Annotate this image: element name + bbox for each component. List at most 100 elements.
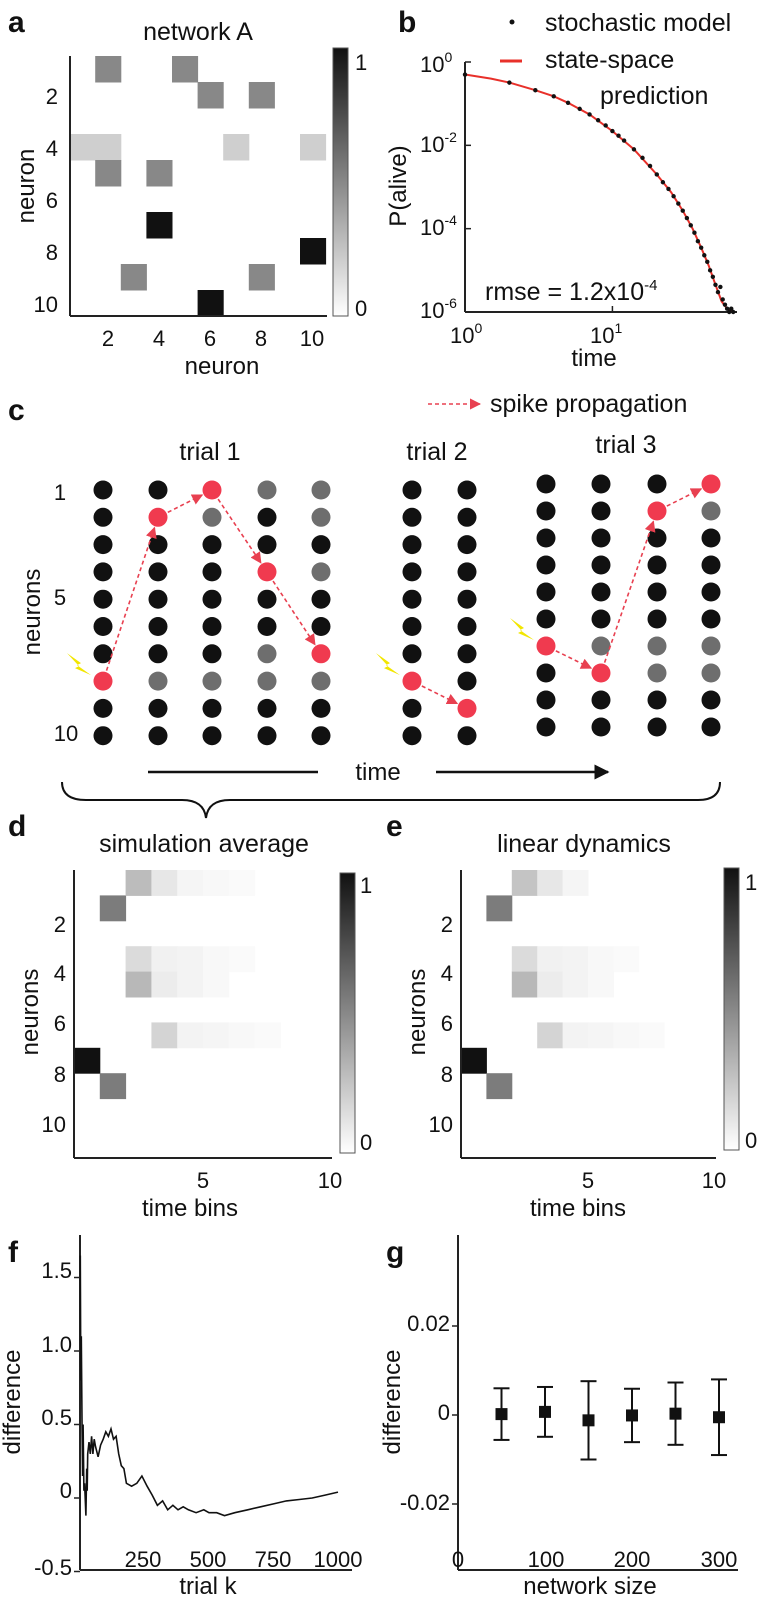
spike-propagation-arrow	[167, 494, 204, 514]
panel-g-plot	[452, 1325, 727, 1505]
neuron-idle	[457, 507, 477, 527]
panel-e-ytick: 6	[441, 1011, 453, 1036]
neuron-idle	[148, 726, 168, 746]
heatmap-cell	[99, 1073, 127, 1100]
panel-b-ylabel: P(alive)	[385, 145, 412, 226]
panel-f-xtick: 750	[255, 1547, 292, 1572]
neuron-idle	[536, 717, 556, 737]
panel-b-xtick: 100	[450, 320, 482, 348]
spike-propagation-arrow	[666, 488, 703, 507]
legend-point-marker	[509, 19, 515, 25]
panel-e-xticks: 5 10	[582, 1168, 726, 1193]
heatmap-cell	[177, 1022, 204, 1049]
panel-b-yticks: 100 10-2 10-4 10-6	[420, 49, 457, 323]
neuron-idle	[148, 589, 168, 609]
panel-c-raster	[67, 474, 721, 746]
neuron-idle	[591, 690, 611, 710]
stochastic-model-point	[666, 186, 671, 192]
stochastic-model-point	[610, 128, 615, 134]
spike-propagation-arrow	[421, 685, 459, 705]
panel-label-a: a	[8, 6, 25, 39]
stimulus-bolt-icon	[510, 618, 534, 640]
panel-g-xtick: 0	[452, 1547, 464, 1572]
heatmap-cell	[613, 1022, 640, 1049]
spike-propagation-arrow	[603, 520, 656, 663]
panel-d-xticks: 5 10	[197, 1168, 342, 1193]
heatmap-cell	[125, 870, 152, 896]
neuron-idle	[536, 690, 556, 710]
neuron-idle	[536, 528, 556, 548]
neuron-refractory	[257, 671, 277, 691]
heatmap-cell	[95, 134, 122, 161]
legend-state-space: state-space	[545, 46, 674, 74]
neuron-refractory	[311, 480, 331, 500]
heatmap-cell	[228, 1022, 256, 1049]
heatmap-cell	[511, 870, 538, 896]
heatmap-cell	[486, 1073, 513, 1100]
panel-g-xlabel: network size	[523, 1573, 656, 1600]
panel-label-e: e	[386, 810, 403, 843]
neuron-spiking	[311, 644, 331, 664]
neuron-idle	[202, 617, 222, 636]
panel-g-ytick: -0.02	[400, 1490, 450, 1515]
stochastic-model-point	[720, 297, 725, 302]
panel-b-xticks: 100 101	[450, 320, 622, 348]
stochastic-model-point	[702, 253, 707, 258]
stochastic-model-point	[587, 112, 592, 117]
neuron-idle	[311, 589, 331, 609]
panel-b-ytick: 100	[420, 49, 452, 77]
neuron-spiking	[647, 501, 667, 521]
panel-a-xtick: 6	[204, 326, 216, 351]
panel-e-ytick: 4	[441, 961, 453, 986]
panel-a-heatmap	[69, 56, 327, 317]
panel-a-colorbar-min: 0	[355, 296, 367, 321]
panel-f-xlabel: trial k	[179, 1573, 237, 1600]
panel-g-xticks: 0 100 200 300	[452, 1547, 737, 1572]
panel-f-yticks: 1.5 1.0 0.5 0 -0.5	[34, 1258, 72, 1580]
panel-d-ytick: 2	[54, 912, 66, 937]
heatmap-cell	[248, 264, 275, 291]
stochastic-model-point	[698, 245, 704, 250]
heatmap-cell	[537, 870, 564, 896]
stochastic-model-point	[688, 223, 693, 228]
neuron-idle	[647, 555, 667, 575]
stochastic-model-point	[577, 106, 582, 112]
heatmap-cell	[203, 946, 230, 973]
neuron-idle	[93, 644, 113, 664]
mean-marker	[669, 1407, 682, 1420]
panel-g-ylabel: difference	[379, 1350, 406, 1455]
neuron-idle	[701, 528, 721, 548]
heatmap-cell	[95, 160, 122, 187]
neuron-idle	[647, 474, 667, 494]
heatmap-cell	[151, 1022, 178, 1049]
heatmap-cell	[69, 134, 96, 161]
panel-d-colorbar-min: 0	[360, 1130, 372, 1155]
stochastic-model-point	[551, 94, 556, 99]
panel-e-title: linear dynamics	[497, 830, 671, 858]
neuron-idle	[591, 474, 611, 494]
heatmap-cell	[562, 1022, 589, 1049]
stochastic-model-point	[724, 306, 730, 311]
panel-a-xtick: 8	[255, 326, 267, 351]
panel-g-yticks: 0.02 0 -0.02	[400, 1311, 450, 1515]
panel-d-yticks: 2 4 6 8 10	[42, 912, 66, 1137]
heatmap-cell	[95, 56, 122, 83]
neuron-idle	[701, 609, 721, 629]
stochastic-model-point	[729, 306, 734, 311]
neuron-idle	[311, 698, 331, 718]
stochastic-model-point	[533, 88, 538, 93]
panel-e-colorbar	[723, 867, 740, 1151]
heatmap-cell	[461, 1047, 487, 1074]
panel-f-plot	[74, 1255, 339, 1573]
stochastic-model-point	[507, 80, 512, 85]
neuron-idle	[93, 535, 113, 555]
neuron-idle	[536, 555, 556, 575]
heatmap-cell	[638, 1022, 665, 1049]
panel-a-axes	[69, 56, 327, 317]
neuron-idle	[402, 589, 422, 609]
panel-d-colorbar-max: 1	[360, 873, 372, 898]
neuron-idle	[402, 480, 422, 500]
mean-marker	[539, 1405, 551, 1418]
heatmap-cell	[146, 212, 173, 239]
panel-d-colorbar	[339, 872, 356, 1154]
